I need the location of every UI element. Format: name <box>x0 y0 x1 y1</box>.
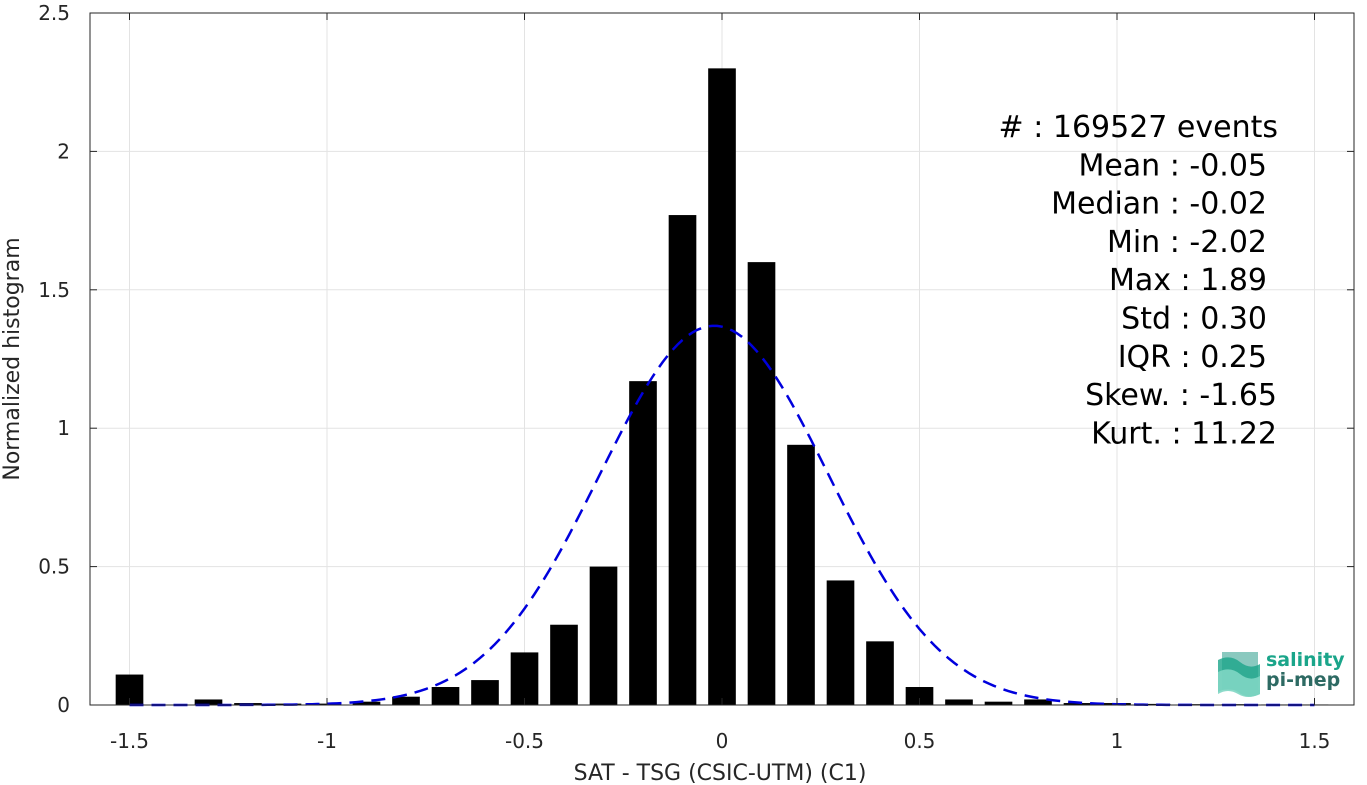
salinity-pimep-logo: salinity pi-mep <box>1218 649 1345 697</box>
x-axis-title: SAT - TSG (CSIC-UTM) (C1) <box>574 761 867 785</box>
y-tick-label: 0 <box>57 693 70 717</box>
stat-line: IQR : 0.25 <box>1118 340 1267 375</box>
stat-line: # : 169527 events <box>999 110 1278 145</box>
histogram-bar <box>1024 699 1052 705</box>
histogram-bar <box>708 68 736 706</box>
x-tick-label: 1 <box>1111 729 1124 753</box>
stat-line: Max : 1.89 <box>1109 263 1267 298</box>
stat-line: Kurt. : 11.22 <box>1091 416 1277 451</box>
stat-line: Median : -0.02 <box>1051 187 1267 222</box>
histogram-bar <box>866 641 894 705</box>
y-axis-ticks: 0 0.5 1 1.5 2 2.5 <box>38 1 1354 717</box>
histogram-bar <box>629 381 657 705</box>
histogram-bar <box>471 680 499 705</box>
y-tick-label: 1.5 <box>38 278 70 302</box>
histogram-bar <box>431 687 460 705</box>
wave-logo-icon <box>1218 652 1260 697</box>
x-tick-label: 0.5 <box>904 729 936 753</box>
x-tick-label: 1.5 <box>1299 729 1331 753</box>
x-axis-ticks: -1.5 -1 -0.5 0 0.5 1 1.5 <box>110 13 1330 753</box>
histogram-bar <box>510 652 539 705</box>
histogram-bar <box>392 696 420 705</box>
histogram-bar <box>668 215 697 705</box>
logo-line-2: pi-mep <box>1266 669 1340 691</box>
logo-line-1: salinity <box>1266 649 1345 671</box>
y-axis-title: Normalized histogram <box>0 237 25 480</box>
histogram-bars <box>115 68 1329 706</box>
x-tick-label: -0.5 <box>505 729 544 753</box>
x-tick-label: -1 <box>317 729 337 753</box>
histogram-bar <box>945 699 973 705</box>
histogram-bar <box>905 687 934 705</box>
histogram-bar <box>747 262 776 705</box>
stat-line: Skew. : -1.65 <box>1085 378 1277 413</box>
y-tick-label: 2.5 <box>38 1 70 25</box>
x-tick-label: 0 <box>716 729 729 753</box>
histogram-bar <box>1063 703 1092 705</box>
histogram-bar <box>826 580 855 705</box>
y-tick-label: 2 <box>57 139 70 163</box>
histogram-bar <box>589 566 618 705</box>
histogram-bar <box>550 624 578 705</box>
stat-line: Min : -2.02 <box>1107 225 1267 260</box>
histogram-bar <box>194 699 223 705</box>
stat-line: Mean : -0.05 <box>1078 148 1267 183</box>
histogram-bar <box>984 701 1013 705</box>
y-tick-label: 1 <box>57 416 70 440</box>
y-tick-label: 0.5 <box>38 555 70 579</box>
histogram-bar <box>352 701 381 705</box>
x-tick-label: -1.5 <box>110 729 149 753</box>
stat-line: Std : 0.30 <box>1121 302 1267 337</box>
histogram-bar <box>787 444 815 705</box>
